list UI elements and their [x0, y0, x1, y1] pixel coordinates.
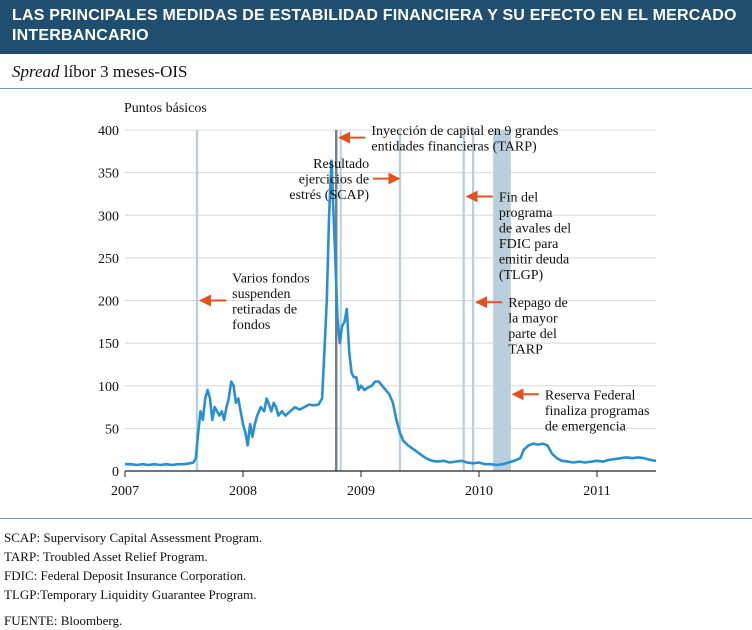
footnote-scap: SCAP: Supervisory Capital Assessment Pro…	[4, 530, 263, 545]
annotation-text-1: Resultado ejercicios de estrés (SCAP)	[289, 157, 369, 203]
annotation-line: Fin del	[499, 190, 538, 205]
annotation-line: Varios fondos	[232, 271, 309, 286]
footnote-fdic: FDIC: Federal Deposit Insurance Corporat…	[4, 568, 247, 583]
annotation-line: retiradas de	[232, 302, 297, 317]
x-tick-label-2011: 2011	[583, 484, 610, 499]
y-tick-label-200: 200	[98, 295, 119, 310]
chart-area: 0 50 100 150 200 250 300 350 400 Puntos básicos 20…	[98, 101, 657, 499]
x-tick-label-2009: 2009	[347, 484, 375, 499]
annotation-line: la mayor	[508, 312, 558, 327]
bottom-rule	[0, 518, 752, 519]
subtitle-italic: Spread	[12, 62, 60, 81]
event-band-3	[398, 130, 402, 471]
annotation-line: fondos	[232, 318, 270, 333]
annotation-text-2: Inyección de capital en 9 grandes entidad…	[371, 124, 558, 155]
annotation-line: Resultado	[313, 157, 369, 172]
y-tick-label-400: 400	[98, 124, 119, 139]
event-band-6	[493, 130, 511, 471]
subtitle-rest: líbor 3 meses-OIS	[59, 62, 188, 81]
chart-subtitle: Spread líbor 3 meses-OIS	[12, 62, 188, 82]
annotation-line: Inyección de capital en 9 grandes	[371, 124, 558, 139]
annotation-line: emitir deuda	[499, 252, 570, 267]
annotation-text-4: Repago de la mayor parte del TARP	[508, 296, 567, 357]
event-band-2	[339, 130, 342, 471]
annotation-line: entidades financieras (TARP)	[371, 139, 537, 154]
annotation-line: TARP	[508, 343, 543, 358]
annotation-line: ejercicios de	[299, 173, 369, 188]
footnote-tlgp: TLGP:Temporary Liquidity Guarantee Progr…	[4, 587, 257, 602]
annotation-line: de emergencia	[545, 419, 627, 434]
y-tick-label-100: 100	[98, 380, 119, 395]
event-band-5	[471, 130, 475, 471]
annotation-line: (TLGP)	[499, 268, 544, 283]
y-axis-label: Puntos básicos	[124, 101, 207, 116]
event-band-0	[195, 130, 199, 471]
annotation-line: de avales del	[499, 221, 571, 236]
event-band-4	[462, 130, 465, 471]
footnotes: SCAP: Supervisory Capital Assessment Pro…	[4, 528, 262, 630]
annotation-line: Repago de	[508, 296, 567, 311]
annotation-line: FDIC para	[499, 237, 559, 252]
annotation-text-3: Fin del programa de avales del FDIC para emi…	[499, 190, 571, 283]
x-tick-label-2010: 2010	[465, 484, 493, 499]
annotation-line: Reserva Federal	[545, 388, 636, 403]
annotation-line: estrés (SCAP)	[289, 188, 369, 203]
annotation-text-5: Reserva Federal finaliza programas de emer…	[545, 388, 650, 434]
annotation-line: parte del	[508, 327, 557, 342]
y-tick-label-50: 50	[105, 422, 119, 437]
y-tick-label-250: 250	[98, 252, 119, 267]
x-tick-label-2008: 2008	[229, 484, 257, 499]
annotation-line: programa	[499, 206, 553, 221]
footnote-tarp: TARP: Troubled Asset Relief Program.	[4, 549, 208, 564]
series-line-0	[125, 159, 657, 467]
source-note: FUENTE: Bloomberg.	[4, 613, 123, 628]
top-rule	[0, 88, 752, 89]
y-tick-label-350: 350	[98, 167, 119, 182]
annotation-line: finaliza programas	[545, 404, 650, 419]
title-bar: LAS PRINCIPALES MEDIDAS DE ESTABILIDAD F…	[0, 0, 752, 54]
chart-title: LAS PRINCIPALES MEDIDAS DE ESTABILIDAD F…	[12, 7, 737, 44]
y-tick-label-300: 300	[98, 209, 119, 224]
y-tick-label-0: 0	[112, 465, 119, 480]
annotation-line: suspenden	[232, 287, 290, 302]
y-tick-label-150: 150	[98, 337, 119, 352]
annotation-text-0: Varios fondos suspenden retiradas de fondos	[232, 271, 309, 333]
x-tick-label-2007: 2007	[111, 484, 139, 499]
